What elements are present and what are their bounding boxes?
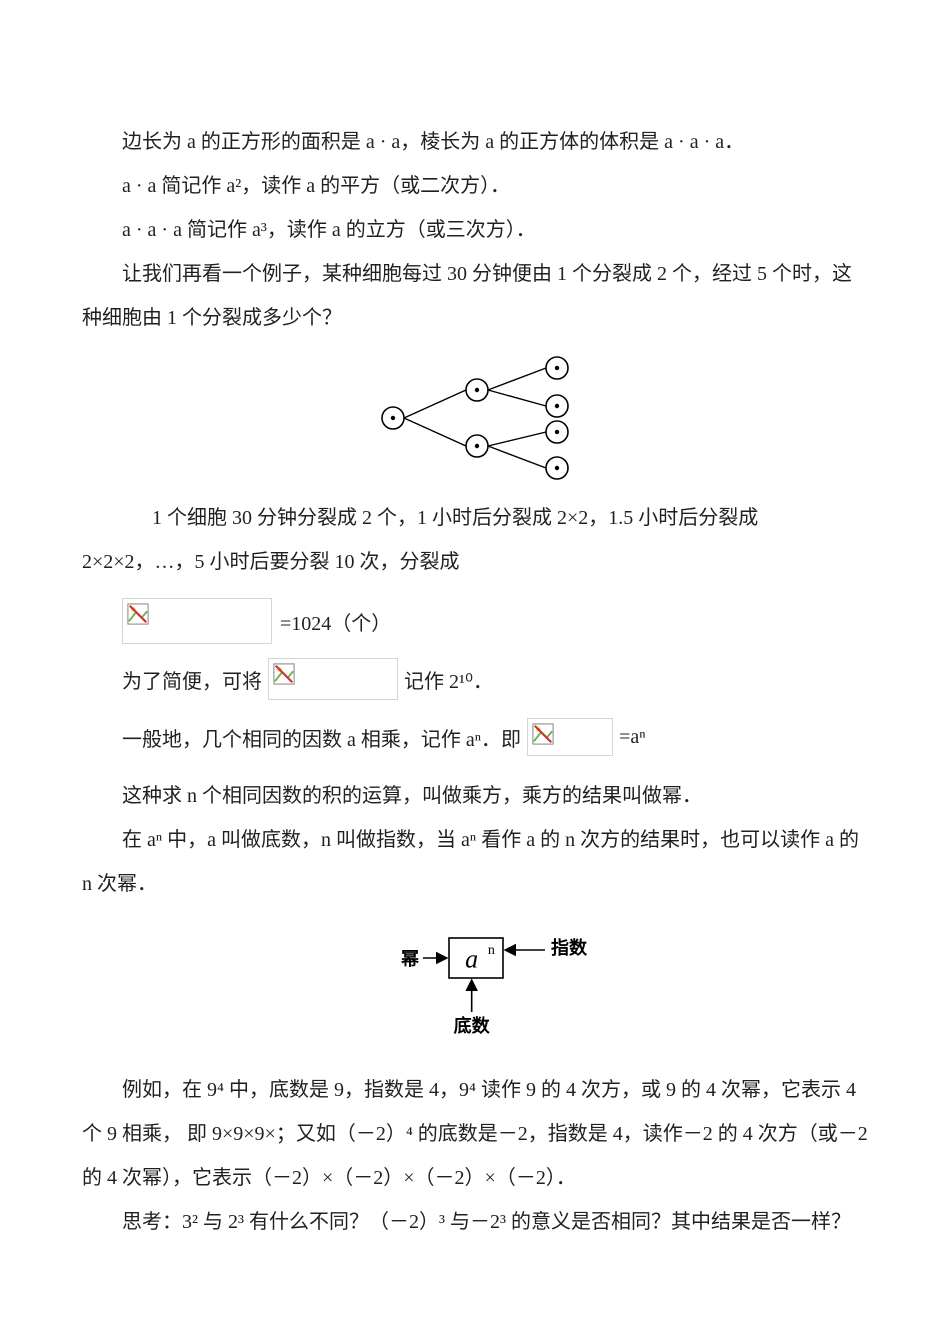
para-general-a: 一般地，几个相同的因数 a 相乘，记作 aⁿ．即 (122, 723, 521, 752)
para-think: 思考：3² 与 2³ 有什么不同？（－2）³ 与－2³ 的意义是否相同？其中结果… (82, 1200, 868, 1244)
broken-image-icon (532, 723, 554, 745)
para-general-b: =aⁿ (619, 726, 645, 749)
para-division-count: 1 个细胞 30 分钟分裂成 2 个，1 小时后分裂成 2×2，1.5 小时后分… (82, 496, 868, 584)
para-example-9-4-text: 例如，在 9⁴ 中，底数是 9，指数是 4，9⁴ 读作 9 的 4 次方，或 9… (82, 1079, 868, 1189)
missing-image-3 (527, 718, 613, 756)
svg-text:幂: 幂 (400, 949, 420, 969)
para-base-exp: 在 aⁿ 中，a 叫做底数，n 叫做指数，当 aⁿ 看作 a 的 n 次方的结果… (82, 818, 868, 906)
para-a3: a · a · a 简记作 a³，读作 a 的立方（或三次方）． (82, 208, 868, 252)
page: 边长为 a 的正方形的面积是 a · a，棱长为 a 的正方体的体积是 a · … (0, 0, 950, 1342)
para-cell-problem: 让我们再看一个例子，某种细胞每过 30 分钟便由 1 个分裂成 2 个，经过 5… (82, 252, 868, 340)
broken-image-icon (127, 603, 149, 625)
missing-image-1 (122, 598, 272, 644)
para-definition: 这种求 n 个相同因数的积的运算，叫做乘方，乘方的结果叫做幂． (82, 774, 868, 818)
para-base-exp-text: 在 aⁿ 中，a 叫做底数，n 叫做指数，当 aⁿ 看作 a 的 n 次方的结果… (82, 829, 859, 895)
para-example-9-4: 例如，在 9⁴ 中，底数是 9，指数是 4，9⁴ 读作 9 的 4 次方，或 9… (82, 1068, 868, 1200)
para-simplify-2-10: 为了简便，可将 记作 2¹⁰． (122, 658, 868, 700)
missing-image-2 (268, 658, 398, 700)
svg-text:n: n (488, 943, 495, 958)
broken-image-icon (273, 663, 295, 685)
para-simplify-b: 记作 2¹⁰． (404, 665, 493, 694)
para-simplify-a: 为了简便，可将 (122, 665, 262, 694)
para-a2: a · a 简记作 a²，读作 a 的平方（或二次方）． (82, 164, 868, 208)
para-general-an: 一般地，几个相同的因数 a 相乘，记作 aⁿ．即 =aⁿ (122, 718, 868, 756)
para-square-cube: 边长为 a 的正方形的面积是 a · a，棱长为 a 的正方体的体积是 a · … (82, 120, 868, 164)
equation-1024-text: =1024（个） (280, 607, 391, 636)
svg-text:a: a (465, 945, 478, 974)
cell-division-tree (357, 350, 593, 486)
para-cell-problem-text: 让我们再看一个例子，某种细胞每过 30 分钟便由 1 个分裂成 2 个，经过 5… (82, 263, 852, 329)
para-division-count-text: 1 个细胞 30 分钟分裂成 2 个，1 小时后分裂成 2×2，1.5 小时后分… (82, 507, 758, 573)
svg-text:底数: 底数 (454, 1015, 491, 1036)
power-diagram: an 幂 指数底数 (355, 924, 595, 1044)
equation-1024-row: =1024（个） (122, 598, 868, 644)
svg-text:指数: 指数 (551, 937, 588, 958)
